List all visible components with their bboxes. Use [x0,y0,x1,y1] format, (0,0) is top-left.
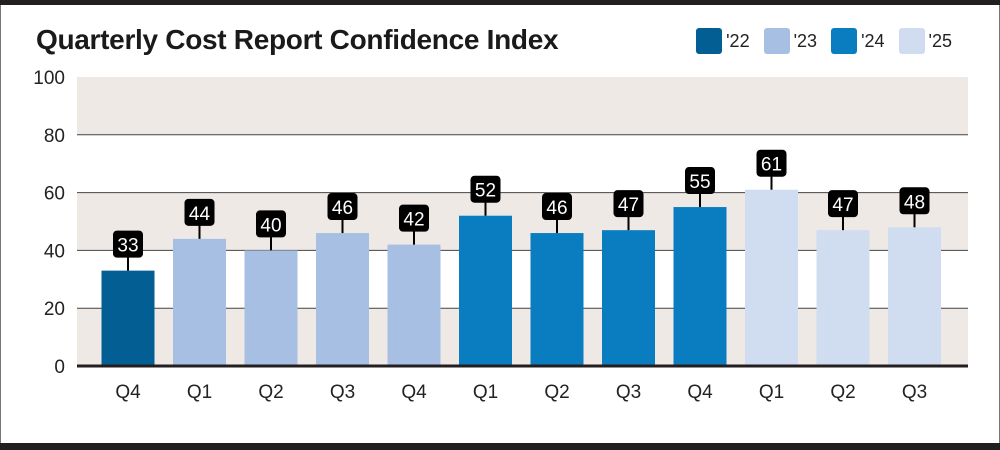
data-label: 44 [189,204,211,225]
data-label: 42 [403,210,424,231]
y-tick-label: 40 [44,241,65,262]
bar [816,230,870,366]
bar [602,230,655,366]
x-tick-label: Q2 [544,382,569,403]
bar [530,233,584,366]
x-tick-label: Q2 [258,382,283,403]
data-label: 52 [475,181,496,202]
chart-title: Quarterly Cost Report Confidence Index [36,24,559,55]
y-tick-label: 20 [44,299,65,320]
legend-label: '23 [793,30,818,51]
x-tick-label: Q4 [687,382,713,403]
legend-label: '24 [861,30,885,51]
x-tick-label: Q4 [401,382,427,403]
legend-swatch [898,28,925,54]
bar [244,250,298,366]
bar [387,244,441,366]
x-tick-label: Q2 [830,382,855,403]
bar [101,270,155,366]
legend-swatch [696,28,723,54]
grid-band [77,77,968,135]
data-label: 48 [904,192,925,213]
data-label-box [899,187,930,215]
data-label: 55 [689,172,710,193]
x-tick-label: Q1 [187,382,212,403]
legend-item: '22 [696,28,750,54]
legend-item: '25 [898,28,952,54]
bottom-border [0,443,1000,450]
legend-swatch [763,28,790,54]
data-label: 47 [618,195,639,216]
legend: '22 '23 '24 '25 [682,28,952,54]
data-label-box [828,190,858,218]
data-label: 46 [546,198,567,219]
y-tick-label: 100 [33,68,65,89]
data-label-box [756,149,787,177]
x-tick-label: Q1 [759,382,784,403]
legend-swatch [831,28,858,54]
bar [673,207,727,366]
data-label-box [256,210,286,238]
data-label-box [184,198,215,226]
bar [888,227,941,366]
x-tick-label: Q4 [115,382,141,403]
legend-label: '22 [726,30,750,51]
legend-item: '23 [763,28,818,54]
x-tick-label: Q3 [330,382,355,403]
data-label: 47 [832,195,853,216]
data-label: 46 [332,198,353,219]
y-tick-label: 80 [44,126,65,147]
bar [173,238,226,366]
legend-item: '24 [831,28,885,54]
data-label-box [685,167,715,195]
x-tick-label: Q3 [902,382,927,403]
bar [316,233,369,366]
data-label-box [542,193,572,221]
y-tick-label: 0 [54,357,65,378]
x-tick-label: Q3 [616,382,641,403]
top-border [0,0,1000,5]
data-label: 61 [761,155,782,176]
data-label-box [327,193,358,221]
data-label: 40 [260,215,281,236]
data-label-box [613,190,644,218]
data-label-box [113,230,143,258]
data-label-box [399,204,429,232]
data-label-box [470,175,501,203]
legend-label: '25 [928,30,952,51]
y-tick-label: 60 [44,184,65,205]
bar [459,215,512,366]
data-label: 33 [117,236,138,257]
bar [745,189,798,366]
x-tick-label: Q1 [473,382,498,403]
